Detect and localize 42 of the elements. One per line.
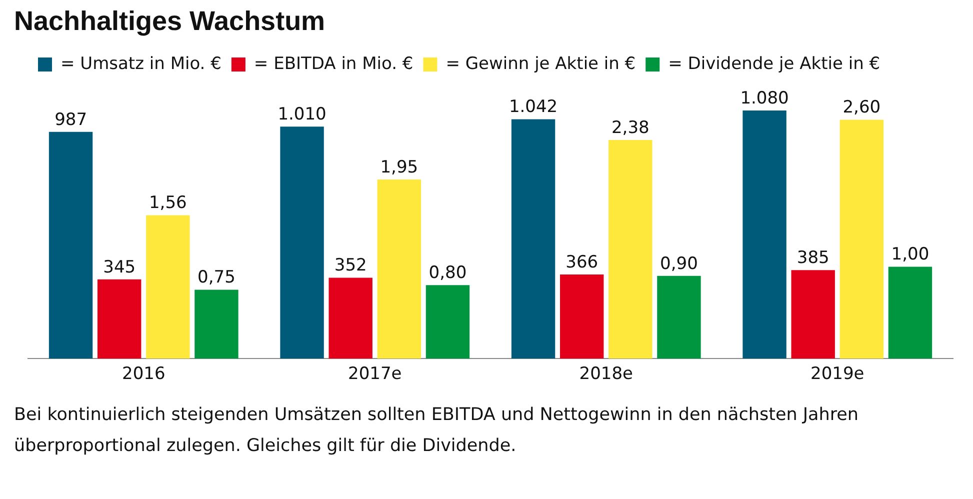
bar bbox=[657, 276, 701, 359]
bar bbox=[791, 270, 835, 359]
bar bbox=[426, 285, 470, 359]
x-tick-label: 2019e bbox=[810, 364, 864, 384]
data-label: 2,60 bbox=[842, 98, 881, 118]
data-label: 385 bbox=[796, 248, 830, 268]
bar bbox=[146, 215, 190, 359]
data-label: 352 bbox=[334, 256, 367, 276]
legend-label: = Gewinn je Aktie in € bbox=[446, 54, 636, 74]
bar bbox=[328, 278, 372, 359]
x-tick-label: 2017e bbox=[348, 364, 402, 384]
x-tick-label: 2018e bbox=[579, 364, 633, 384]
data-label: 345 bbox=[103, 257, 136, 278]
bar bbox=[560, 274, 604, 359]
bar bbox=[97, 279, 142, 359]
data-label: 2,38 bbox=[611, 118, 650, 138]
bar bbox=[511, 119, 556, 359]
data-label: 1.042 bbox=[508, 97, 558, 118]
data-label: 1.080 bbox=[740, 88, 789, 108]
chart-title: Nachhaltiges Wachstum bbox=[14, 6, 326, 37]
data-label: 1.010 bbox=[278, 104, 326, 125]
bar bbox=[280, 126, 324, 359]
bar bbox=[194, 290, 238, 359]
legend-label: = Umsatz in Mio. € bbox=[60, 54, 222, 74]
data-label: 1,95 bbox=[380, 157, 418, 178]
legend-label: = EBITDA in Mio. € bbox=[254, 54, 414, 74]
data-label: 987 bbox=[54, 110, 88, 130]
data-label: 1,56 bbox=[148, 193, 187, 214]
bar bbox=[377, 179, 422, 359]
data-label: 0,90 bbox=[660, 254, 698, 274]
bar bbox=[742, 110, 786, 359]
bar bbox=[888, 266, 932, 359]
data-label: 1,00 bbox=[891, 244, 930, 265]
bar bbox=[840, 120, 884, 359]
text: Bei kontinuierlich steigenden Umsätzen sollten EBITDA und Nettogewinn in den nächsten Jahren überproportional zulegen. Gleiches gilt für die Dividende. bbox=[14, 404, 860, 458]
data-label: 0,75 bbox=[198, 268, 236, 288]
x-tick-label: 2016 bbox=[122, 364, 166, 384]
bar bbox=[608, 140, 652, 359]
legend-label: = Dividende je Aktie in € bbox=[668, 54, 880, 74]
data-label: 366 bbox=[566, 252, 598, 272]
data-label: 0,80 bbox=[428, 263, 467, 284]
bar bbox=[48, 132, 93, 359]
